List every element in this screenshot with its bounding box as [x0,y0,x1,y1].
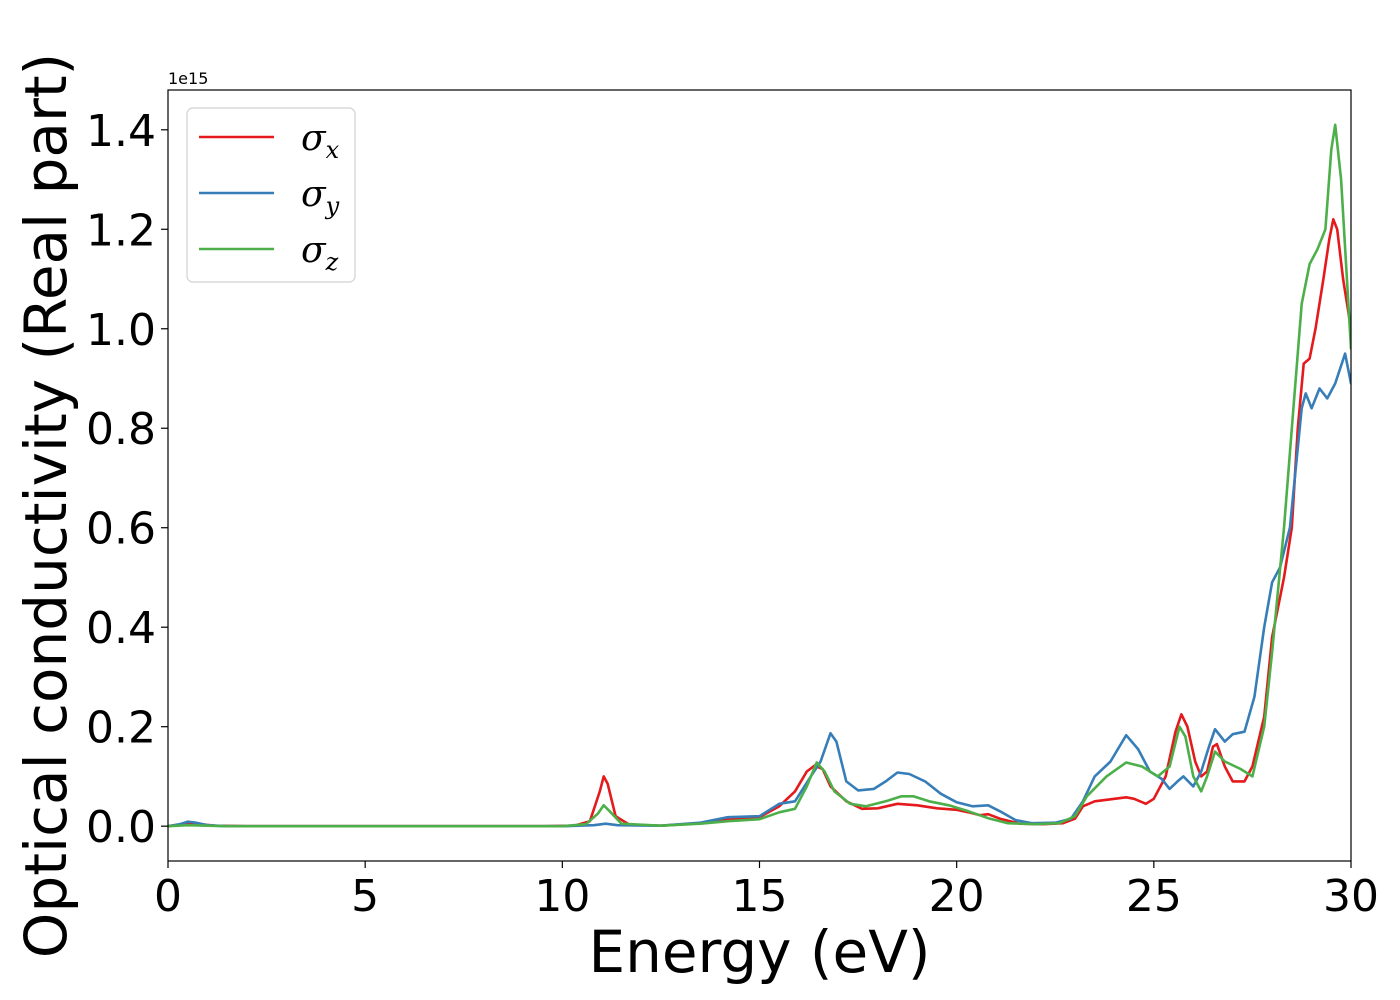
series-line-x [168,218,1351,828]
x-axis-label: Energy (eV) [588,918,930,986]
legend: σx σy σz [186,107,356,283]
y-tick-label: 0.0 [86,802,156,853]
series-layer [168,123,1351,828]
y-tick-label: 1.2 [86,205,156,256]
x-tick-label: 20 [929,871,985,922]
y-tick-label: 0.2 [86,703,156,754]
legend-frame [186,107,356,283]
series-line-z [168,123,1351,828]
y-tick-label: 1.4 [86,106,156,157]
x-tick-label: 5 [351,871,379,922]
ticks-layer: 0 5 10 15 20 25 30 0.0 0.2 0.4 0.6 0.8 1.0 1.2 1.4 [86,106,1379,922]
y-tick-label: 0.6 [86,504,156,555]
y-tick-label: 0.4 [86,603,156,654]
x-tick-label: 0 [154,871,182,922]
legend-label-y: σy [301,174,340,220]
x-tick-label: 30 [1323,871,1379,922]
y-tick-label: 0.8 [86,404,156,455]
legend-label-z: σz [301,230,339,276]
x-tick-label: 15 [732,871,788,922]
y-axis-offset-label: 1e15 [168,69,208,88]
y-tick-label: 1.0 [86,305,156,356]
x-tick-label: 25 [1126,871,1182,922]
x-tick-label: 10 [534,871,590,922]
y-axis-label: Optical conductivity (Real part) [12,53,80,958]
legend-label-x: σx [301,118,340,164]
